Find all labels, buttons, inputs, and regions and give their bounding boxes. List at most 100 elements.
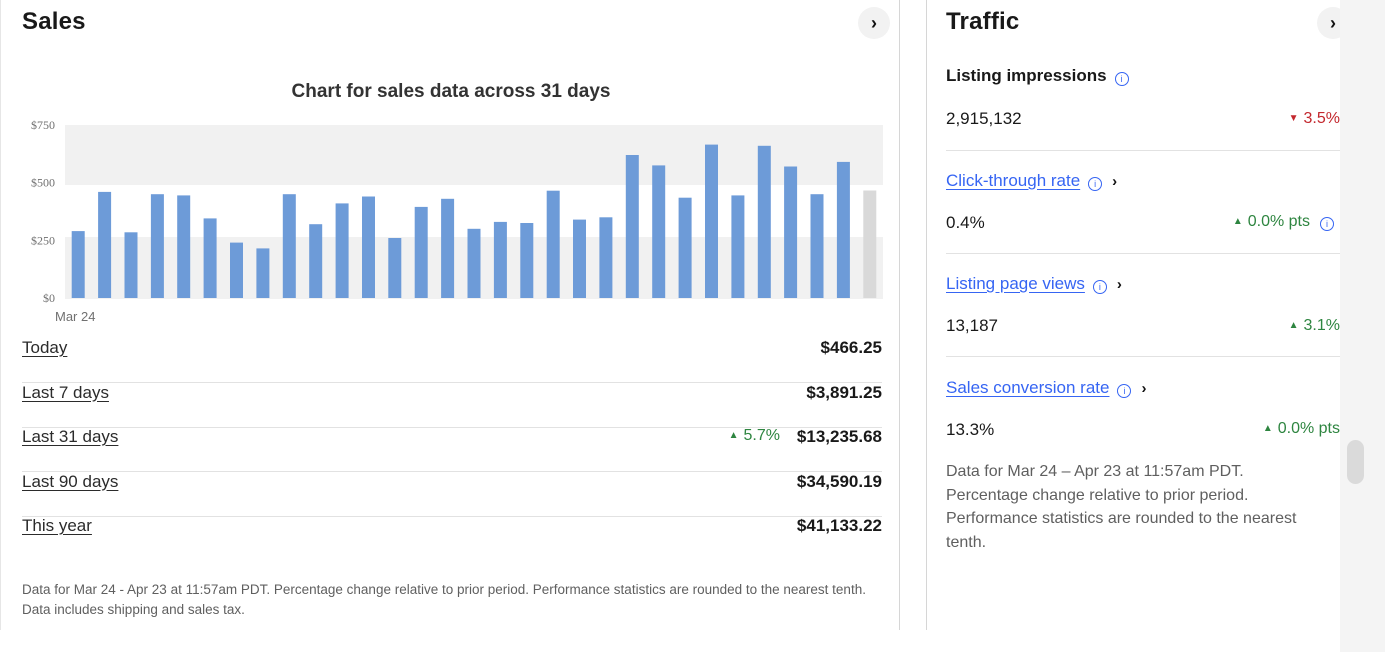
- metric-label-text[interactable]: Click-through rate: [946, 171, 1081, 190]
- chart-bar[interactable]: [493, 221, 507, 298]
- metric-label-text[interactable]: Listing page views: [946, 274, 1085, 293]
- chart-bar[interactable]: [652, 165, 666, 298]
- chart-bar[interactable]: [203, 218, 217, 298]
- sales-footnote: Data for Mar 24 - Apr 23 at 11:57am PDT.…: [22, 582, 866, 617]
- y-tick-label: $500: [31, 176, 55, 190]
- metric-link-sales-conversion-rate[interactable]: Sales conversion rate i ›: [946, 378, 1146, 398]
- chart-bar[interactable]: [678, 197, 692, 298]
- chart-bar[interactable]: [731, 195, 745, 298]
- info-icon[interactable]: i: [1320, 217, 1334, 231]
- chevron-right-icon[interactable]: ›: [1116, 276, 1122, 293]
- sales-title: Sales: [22, 8, 86, 35]
- chart-bar[interactable]: [309, 224, 323, 298]
- y-tick-label: $250: [31, 233, 55, 247]
- metric-value: 2,915,132: [946, 109, 1022, 128]
- scrollbar-track[interactable]: [1340, 0, 1385, 652]
- period-value: $34,590.19: [796, 471, 882, 491]
- triangle-down-icon: ▼: [1288, 113, 1299, 124]
- chart-bar[interactable]: [124, 232, 138, 298]
- chart-bar[interactable]: [230, 242, 243, 298]
- info-icon[interactable]: i: [1088, 177, 1103, 191]
- traffic-card: Traffic › Listing impressions i 2,915,132…: [926, 0, 1340, 630]
- period-value: $13,235.68: [796, 427, 882, 446]
- period-value: $41,133.22: [796, 516, 882, 535]
- metric-change: ▲ 0.0% pts: [1263, 420, 1340, 438]
- metric-label-text[interactable]: Sales conversion rate: [946, 378, 1110, 397]
- period-value: $466.25: [820, 338, 882, 357]
- metric-link-click-through-rate[interactable]: Click-through rate i ›: [946, 171, 1117, 191]
- period-label[interactable]: Last 31 days: [22, 427, 119, 446]
- metric-change: ▲ 0.0% pts i: [1233, 213, 1334, 231]
- y-tick-label: $750: [31, 118, 55, 132]
- chart-bar[interactable]: [98, 191, 112, 298]
- chart-bar[interactable]: [362, 196, 375, 299]
- traffic-details-button[interactable]: ›: [1317, 7, 1340, 39]
- divider: [946, 253, 1340, 254]
- metric-label-listing-impressions: Listing impressions i: [946, 66, 1129, 86]
- period-label[interactable]: This year: [22, 516, 92, 535]
- metric-value: 13,187: [946, 316, 998, 335]
- chart-bar[interactable]: [573, 219, 586, 298]
- metric-change-text: 3.5%: [1303, 110, 1340, 127]
- chart-bar[interactable]: [705, 144, 718, 298]
- period-label[interactable]: Last 7 days: [22, 382, 109, 402]
- chart-bar[interactable]: [546, 190, 560, 298]
- metric-change-text: 3.1%: [1303, 317, 1340, 334]
- metric-change-text: 0.0% pts: [1277, 420, 1340, 437]
- chart-bar[interactable]: [599, 217, 613, 298]
- chart-bar[interactable]: [177, 195, 191, 298]
- chevron-right-icon[interactable]: ›: [1141, 380, 1147, 397]
- traffic-footnote: Data for Mar 24 – Apr 23 at 11:57am PDT.…: [946, 463, 1297, 551]
- period-label[interactable]: Today: [22, 338, 68, 357]
- chart-bar[interactable]: [467, 228, 481, 298]
- chart-bar[interactable]: [810, 194, 824, 298]
- chart-bar[interactable]: [388, 238, 402, 298]
- sales-card: Sales › Chart for sales data across 31 d…: [0, 0, 900, 630]
- triangle-up-icon: ▲: [1262, 423, 1273, 434]
- triangle-up-icon: ▲: [728, 430, 739, 441]
- scrollbar-thumb[interactable]: [1347, 440, 1364, 484]
- period-value: $3,891.25: [806, 382, 882, 402]
- chart-bar[interactable]: [625, 155, 639, 298]
- chevron-right-icon: ›: [871, 12, 877, 33]
- metric-link-listing-page-views[interactable]: Listing page views i ›: [946, 274, 1122, 294]
- chart-bar[interactable]: [784, 166, 798, 299]
- chart-bar-today[interactable]: [863, 190, 877, 299]
- chevron-right-icon[interactable]: ›: [1112, 173, 1118, 190]
- sales-period-row[interactable]: Last 7 days $3,891.25: [22, 383, 882, 428]
- sales-period-row[interactable]: Today $466.25: [22, 338, 882, 383]
- period-label[interactable]: Last 90 days: [22, 471, 119, 491]
- sales-bar-chart: $750 $500 $250 $0 Mar 24: [31, 118, 883, 324]
- info-icon[interactable]: i: [1117, 384, 1132, 398]
- divider: [946, 150, 1340, 151]
- info-icon[interactable]: i: [1114, 72, 1129, 86]
- chart-bar[interactable]: [520, 223, 534, 298]
- chart-band-top: [65, 125, 883, 185]
- chart-bar[interactable]: [150, 194, 164, 298]
- sales-details-button[interactable]: ›: [858, 7, 890, 39]
- sales-period-row[interactable]: Last 90 days $34,590.19: [22, 472, 882, 517]
- metric-label-text: Listing impressions: [946, 66, 1107, 85]
- triangle-up-icon: ▲: [1288, 320, 1299, 331]
- triangle-up-icon: ▲: [1232, 216, 1243, 227]
- page-bottom: [0, 630, 1340, 652]
- traffic-title: Traffic: [946, 8, 1020, 35]
- metric-value: 0.4%: [946, 213, 985, 232]
- chart-bar[interactable]: [757, 145, 771, 298]
- chart-bar[interactable]: [836, 161, 850, 298]
- info-icon[interactable]: i: [1092, 280, 1107, 294]
- chart-bar[interactable]: [256, 248, 270, 298]
- chart-bar[interactable]: [414, 206, 428, 298]
- sales-period-row[interactable]: This year $41,133.22: [22, 516, 882, 561]
- chart-bar[interactable]: [71, 231, 85, 298]
- chevron-right-icon: ›: [1330, 12, 1336, 33]
- chart-bar[interactable]: [282, 194, 296, 298]
- chart-bar[interactable]: [441, 198, 455, 298]
- period-change: ▲ 5.7%: [729, 427, 780, 445]
- sales-period-row[interactable]: Last 31 days ▲ 5.7% $13,235.68: [22, 427, 882, 472]
- divider: [946, 356, 1340, 357]
- metric-change: ▼ 3.5%: [1289, 110, 1340, 128]
- chart-bar[interactable]: [335, 203, 349, 298]
- chart-title: Chart for sales data across 31 days: [291, 81, 611, 102]
- x-tick-label: Mar 24: [55, 309, 95, 324]
